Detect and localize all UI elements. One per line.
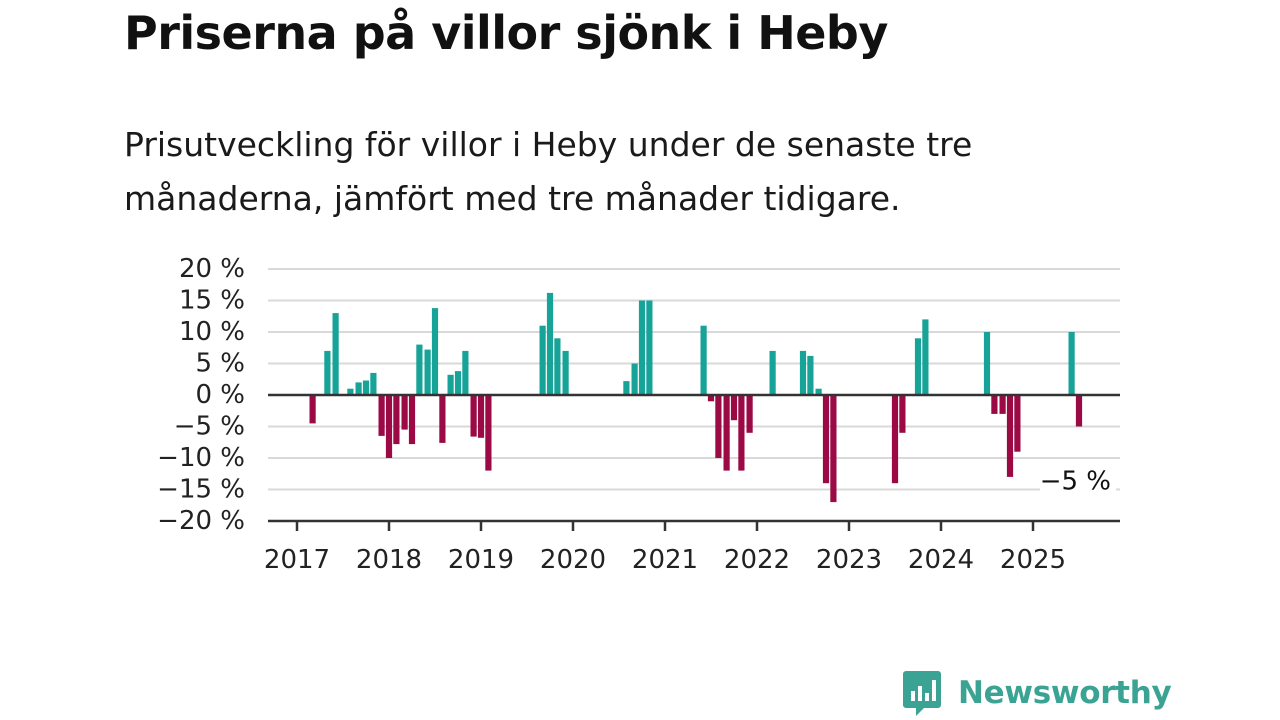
y-tick-label: −5 % (174, 412, 245, 442)
y-tick-label: −15 % (157, 475, 245, 505)
x-tick-label: 2023 (816, 545, 882, 575)
bar (362, 380, 370, 395)
chart-subtitle: Prisutveckling för villor i Heby under d… (124, 125, 973, 218)
chart-title: Priserna på villor sjönk i Heby (124, 6, 888, 60)
y-tick-label: 10 % (179, 317, 245, 347)
bar (723, 395, 730, 471)
bar (454, 371, 462, 395)
y-tick-label: 20 % (179, 254, 245, 284)
x-axis-labels: 2017 2018 2019 2020 2021 2022 2023 2024 2025 (264, 545, 1066, 575)
bar-chart: 20 %15 %10 %5 %0 %−5 %−10 %−15 %−20 % 20… (157, 254, 1120, 575)
bar (1075, 395, 1083, 427)
bar (439, 395, 446, 443)
annotation-label: −5 % (1040, 467, 1111, 497)
bar (562, 350, 569, 395)
bar (822, 395, 830, 484)
bar (393, 395, 400, 445)
bar (631, 363, 638, 395)
bar (370, 372, 377, 395)
bar (347, 388, 354, 395)
bar (378, 395, 385, 436)
annotation-background (1040, 463, 1116, 500)
y-tick-label: 0 % (195, 380, 245, 410)
bar (447, 374, 454, 395)
logo-text: Newsworthy (958, 675, 1172, 711)
bar (799, 350, 807, 395)
bar (485, 395, 492, 471)
bar (431, 308, 439, 395)
bar (730, 395, 738, 421)
x-tick-label: 2021 (632, 545, 698, 575)
bar (309, 395, 316, 424)
bar (999, 395, 1006, 414)
bar (914, 338, 922, 395)
y-tick-label: −10 % (157, 443, 245, 473)
bar (385, 395, 393, 458)
y-axis-labels: 20 %15 %10 %5 %0 %−5 %−10 %−15 %−20 % (157, 254, 245, 536)
bar (546, 292, 554, 395)
bar (1006, 395, 1014, 477)
bars (309, 292, 1083, 503)
bar (408, 395, 416, 445)
y-tick-label: 15 % (179, 286, 245, 316)
bar (470, 395, 477, 437)
bar (324, 350, 331, 395)
bar (715, 395, 722, 458)
x-tick-label: 2022 (724, 545, 790, 575)
bar (1068, 332, 1075, 395)
bar (424, 349, 431, 395)
bar (746, 395, 753, 433)
bar (707, 395, 715, 402)
axes (268, 393, 1120, 531)
bar (638, 300, 646, 395)
bar (477, 395, 485, 438)
bar (1014, 395, 1021, 452)
y-tick-label: −20 % (157, 506, 245, 536)
bar (891, 395, 899, 484)
bar (815, 388, 822, 395)
bar (700, 325, 707, 395)
bar (899, 395, 906, 433)
bar (991, 395, 998, 414)
bar (332, 313, 339, 395)
bar (623, 381, 630, 395)
x-tick-label: 2019 (448, 545, 514, 575)
bar (646, 300, 653, 395)
bar (401, 395, 408, 430)
bar (738, 395, 745, 471)
y-tick-label: 5 % (195, 349, 245, 379)
bar (416, 344, 423, 395)
grid-lines (268, 268, 1120, 491)
bar (355, 382, 362, 395)
x-tick-label: 2025 (1000, 545, 1066, 575)
bar (462, 350, 469, 395)
bar (554, 338, 561, 395)
newsworthy-logo: Newsworthy (902, 668, 1172, 718)
bar (807, 355, 814, 395)
bar (830, 395, 837, 503)
x-tick-label: 2020 (540, 545, 606, 575)
x-tick-label: 2018 (356, 545, 422, 575)
bar (769, 350, 776, 395)
annotations: −5 % (1040, 463, 1116, 500)
x-tick-label: 2024 (908, 545, 974, 575)
newsworthy-logo-icon (903, 671, 941, 716)
x-tick-label: 2017 (264, 545, 330, 575)
bar (922, 319, 929, 395)
bar (539, 325, 546, 395)
bar (983, 332, 991, 395)
